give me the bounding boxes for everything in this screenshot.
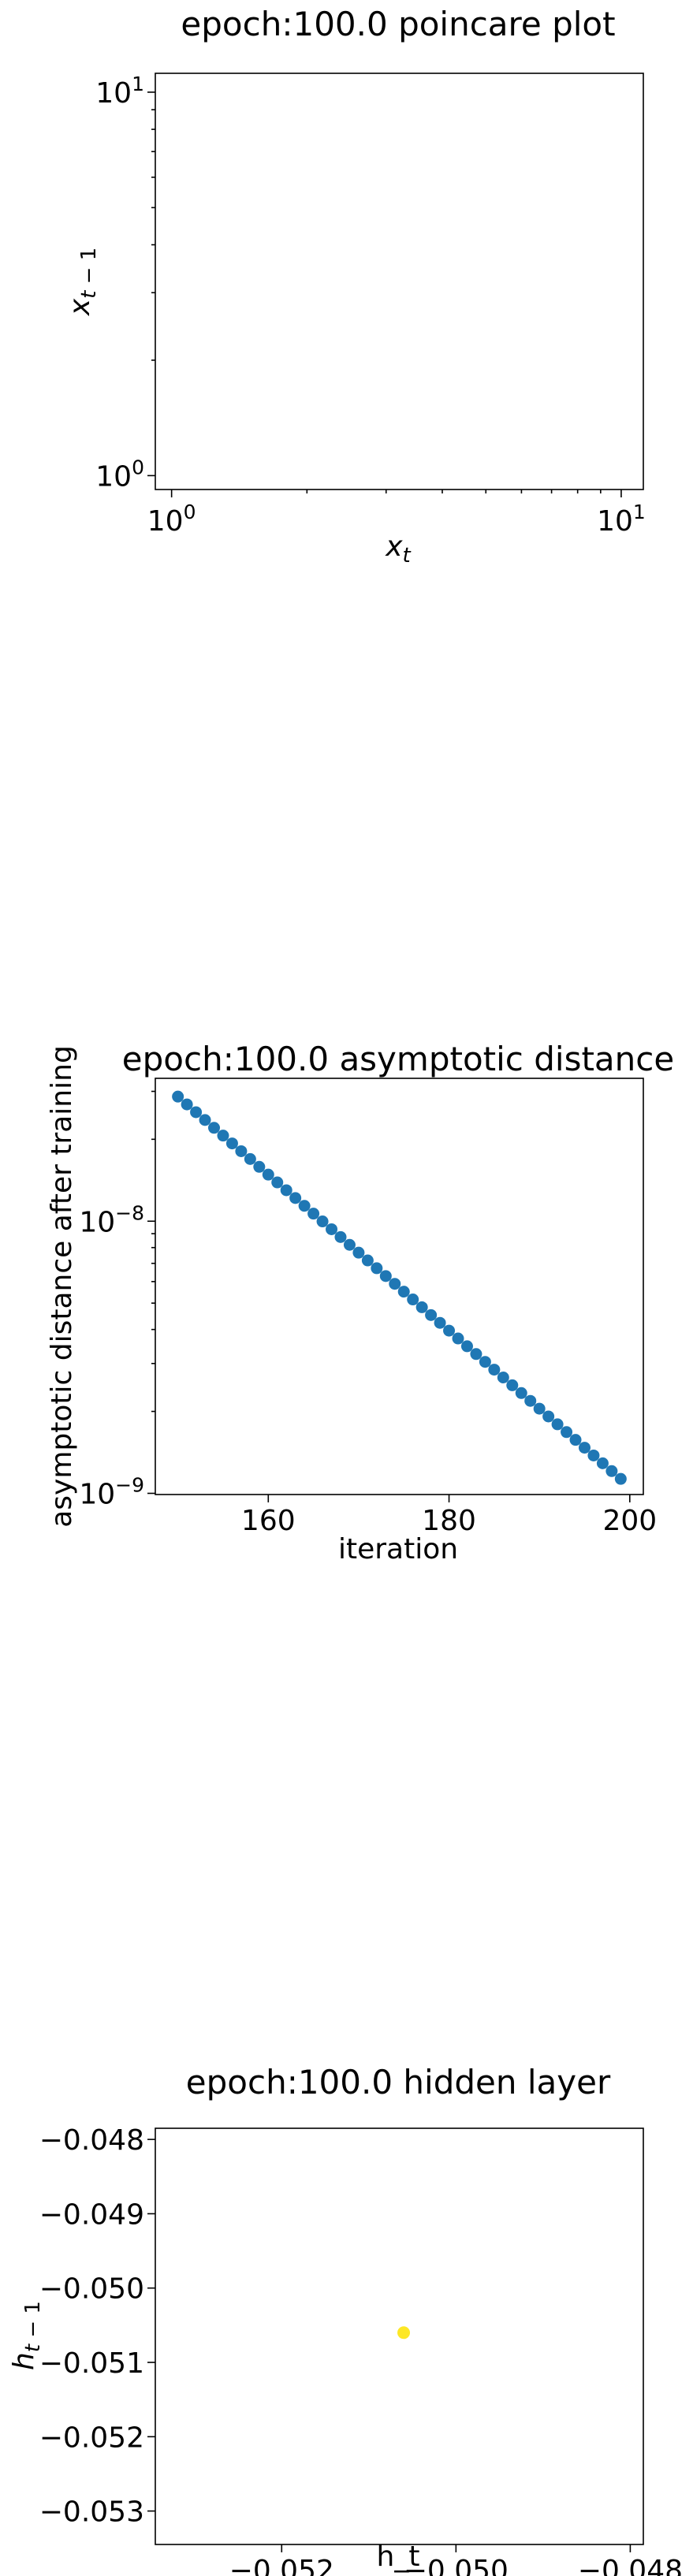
hidden-layer-y-tick-label: −0.049 <box>39 2198 144 2231</box>
asymptotic-distance-point <box>190 1106 203 1119</box>
asymptotic-distance-point <box>515 1387 527 1399</box>
hidden-layer-y-tick-label: −0.053 <box>39 2496 144 2529</box>
asymptotic-distance-point <box>253 1160 266 1173</box>
hidden-layer-y-tick-label: −0.048 <box>39 2124 144 2157</box>
asymptotic-distance-point <box>497 1372 509 1384</box>
asymptotic-x-tick-label: 160 <box>241 1505 296 1537</box>
asymptotic-distance-point <box>524 1394 537 1407</box>
hidden-layer-x-tick-label: −0.050 <box>404 2555 509 2576</box>
poincare-x-tick-label: 100 <box>147 501 196 538</box>
asymptotic-distance-point <box>334 1230 347 1243</box>
hidden-layer-y-tick-label: −0.050 <box>39 2273 144 2306</box>
asymptotic-distance-point <box>361 1254 374 1267</box>
asymptotic-major-ticks: 160 180 200 10−9 10−8 <box>79 1201 657 1537</box>
asymptotic-distance-point <box>172 1090 184 1103</box>
hidden-layer-x-axis-label: h_t <box>377 2541 420 2573</box>
hidden-layer-plot-area <box>155 2127 644 2545</box>
hidden-layer-title: epoch:100.0 hidden layer <box>186 2063 611 2101</box>
asymptotic-distance-point <box>235 1145 248 1157</box>
asymptotic-distance-point <box>262 1168 274 1181</box>
asymptotic-distance-point <box>199 1114 211 1126</box>
asymptotic-distance-point <box>614 1472 627 1485</box>
asymptotic-distance-point <box>271 1176 284 1189</box>
asymptotic-distance-point <box>217 1130 229 1142</box>
asymptotic-distance-point <box>415 1301 428 1313</box>
asymptotic-distance-point <box>506 1379 519 1391</box>
asymptotic-distance-point <box>596 1457 609 1469</box>
hidden-layer-x-tick-label: −0.052 <box>229 2555 334 2576</box>
asymptotic-distance-point <box>542 1410 555 1423</box>
asymptotic-distance-point <box>605 1465 618 1477</box>
asymptotic-distance-point <box>371 1262 383 1275</box>
hidden-layer-points <box>397 2326 411 2340</box>
asymptotic-distance-point <box>551 1418 564 1431</box>
asymptotic-distance-point <box>307 1208 320 1220</box>
poincare-y-tick-label: 101 <box>95 73 144 110</box>
asymptotic-minor-ticks <box>151 1090 155 1413</box>
asymptotic-distance-point <box>181 1098 193 1111</box>
asymptotic-plot-area <box>155 1078 644 1495</box>
asymptotic-distance-point <box>569 1434 582 1446</box>
asymptotic-distance-point <box>561 1426 573 1439</box>
asymptotic-distance-point <box>280 1184 292 1197</box>
asymptotic-distance-point <box>208 1122 221 1134</box>
asymptotic-distance-point <box>443 1324 456 1337</box>
asymptotic-distance-point <box>316 1215 329 1228</box>
asymptotic-distance-point <box>407 1294 419 1306</box>
poincare-plot-area <box>155 73 644 490</box>
asymptotic-distance-point <box>488 1364 501 1376</box>
poincare-major-ticks: 100 101 100 101 <box>95 73 646 538</box>
asymptotic-y-tick-label: 10−8 <box>79 1201 144 1238</box>
hidden-layer-y-axis-label: ht − 1 <box>8 2301 45 2370</box>
hidden-layer-point <box>397 2326 411 2340</box>
poincare-y-tick-label: 100 <box>95 456 144 493</box>
asymptotic-distance-title: epoch:100.0 asymptotic distance <box>122 1040 674 1078</box>
hidden-layer-x-tick-label: −0.048 <box>578 2555 683 2576</box>
asymptotic-distance-point <box>587 1449 600 1461</box>
asymptotic-distance-point <box>352 1246 365 1259</box>
hidden-layer-panel: epoch:100.0 hidden layer −0.052 −0.050 −0.… <box>8 2063 683 2576</box>
hidden-layer-y-tick-label: −0.051 <box>39 2347 144 2380</box>
poincare-plot-title: epoch:100.0 poincare plot <box>181 5 615 43</box>
asymptotic-distance-point <box>379 1270 392 1282</box>
hidden-layer-major-ticks: −0.052 −0.050 −0.048 −0.053 −0.052 −0.051 −0.0… <box>39 2124 683 2576</box>
asymptotic-x-tick-label: 200 <box>602 1505 657 1537</box>
asymptotic-y-tick-label: 10−9 <box>79 1473 144 1510</box>
asymptotic-distance-point <box>389 1278 401 1290</box>
asymptotic-distance-point <box>244 1152 256 1165</box>
asymptotic-distance-point <box>397 1286 410 1298</box>
asymptotic-distance-point <box>343 1238 356 1251</box>
asymptotic-distance-panel: epoch:100.0 asymptotic distance 160 180 20… <box>46 1040 674 1565</box>
asymptotic-distance-point <box>289 1192 302 1204</box>
asymptotic-distance-point <box>326 1223 338 1235</box>
asymptotic-distance-point <box>225 1137 238 1150</box>
asymptotic-distance-point <box>470 1348 482 1361</box>
asymptotic-distance-point <box>425 1308 438 1321</box>
asymptotic-distance-point <box>533 1402 546 1415</box>
asymptotic-distance-point <box>298 1200 311 1212</box>
hidden-layer-y-tick-label: −0.052 <box>39 2422 144 2454</box>
asymptotic-x-tick-label: 180 <box>422 1505 476 1537</box>
asymptotic-distance-points <box>172 1090 627 1485</box>
poincare-x-axis-label: xt <box>385 530 411 568</box>
poincare-x-tick-label: 101 <box>597 501 646 538</box>
asymptotic-distance-point <box>452 1332 464 1345</box>
asymptotic-distance-point <box>434 1316 446 1329</box>
asymptotic-distance-point <box>479 1356 491 1368</box>
asymptotic-y-axis-label: asymptotic distance after training <box>46 1045 78 1528</box>
asymptotic-distance-point <box>578 1442 591 1454</box>
poincare-plot-panel: epoch:100.0 poincare plot 100 101 100 101 x… <box>64 5 646 568</box>
asymptotic-distance-point <box>460 1340 473 1353</box>
poincare-y-axis-label: xt − 1 <box>64 248 101 316</box>
asymptotic-x-axis-label: iteration <box>338 1533 458 1565</box>
poincare-minor-ticks <box>151 109 602 493</box>
